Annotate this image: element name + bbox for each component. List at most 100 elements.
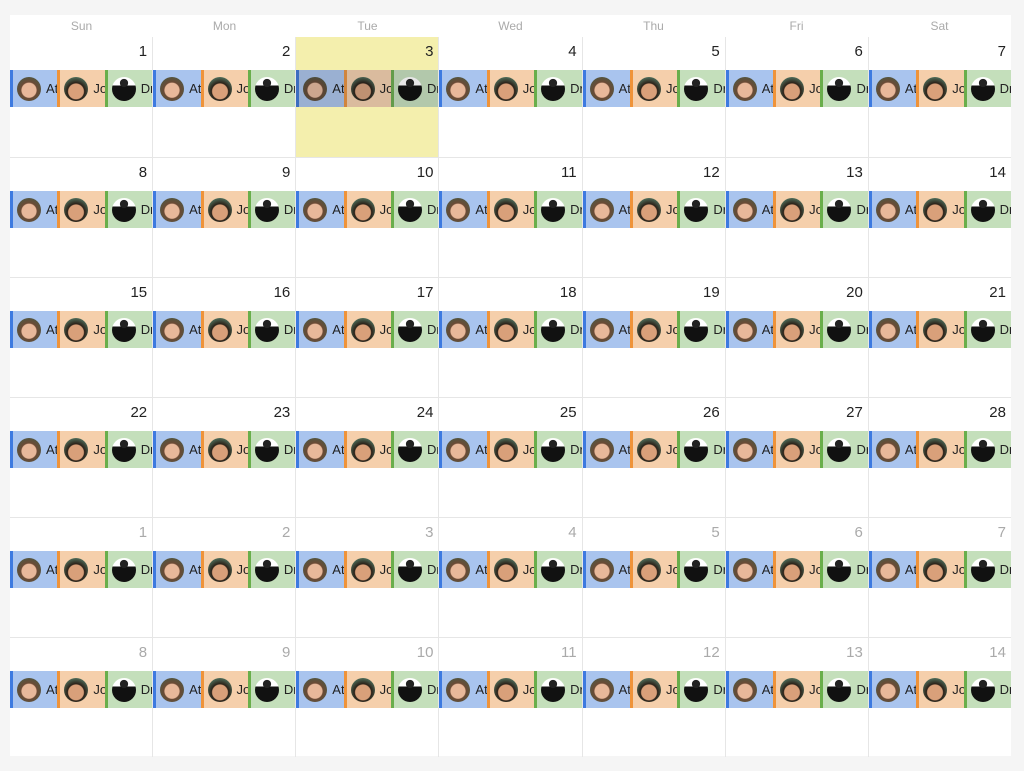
event-chip[interactable]: At	[582, 311, 630, 348]
day-number[interactable]: 13	[846, 644, 863, 661]
event-chip[interactable]: At	[725, 70, 774, 107]
event-chip[interactable]: Jo	[773, 671, 821, 708]
day-cell[interactable]: 1 At Jo Dr	[10, 518, 153, 637]
event-chip[interactable]: At	[296, 191, 344, 228]
event-chip[interactable]: Jo	[343, 70, 392, 107]
event-chip[interactable]: Dr	[104, 671, 153, 708]
event-chip[interactable]: At	[868, 70, 917, 107]
day-cell[interactable]: 7 At Jo Dr	[867, 518, 1011, 637]
event-chip[interactable]: At	[10, 671, 58, 708]
day-cell[interactable]: 16 At Jo Dr	[152, 278, 296, 397]
event-chip[interactable]: Dr	[247, 671, 296, 708]
day-cell[interactable]: 8 At Jo Dr	[10, 638, 153, 757]
event-chip[interactable]: Dr	[391, 70, 439, 107]
event-chip[interactable]: Dr	[820, 671, 868, 708]
event-chip[interactable]: Dr	[247, 70, 296, 107]
day-number[interactable]: 22	[130, 404, 148, 421]
event-chip[interactable]: Dr	[104, 551, 153, 588]
event-chip[interactable]: At	[153, 311, 201, 348]
event-chip[interactable]: Dr	[534, 311, 582, 348]
event-chip[interactable]: Dr	[963, 671, 1011, 708]
day-number[interactable]: 10	[416, 644, 434, 661]
day-number[interactable]: 8	[138, 164, 148, 181]
event-chip[interactable]: Jo	[486, 671, 535, 708]
day-number[interactable]: 8	[138, 644, 148, 661]
event-chip[interactable]: Dr	[104, 191, 153, 228]
event-chip[interactable]: Jo	[486, 191, 535, 228]
event-chip[interactable]: Jo	[916, 191, 964, 228]
event-chip[interactable]: Jo	[773, 70, 821, 107]
event-chip[interactable]: Dr	[534, 431, 582, 468]
day-number[interactable]: 7	[997, 524, 1006, 541]
event-chip[interactable]: At	[725, 671, 774, 708]
day-number[interactable]: 18	[559, 284, 577, 301]
day-cell[interactable]: 1 At Jo Dr	[10, 37, 153, 157]
event-chip[interactable]: Jo	[486, 551, 535, 588]
event-chip[interactable]: At	[439, 191, 487, 228]
event-chip[interactable]: Dr	[677, 671, 725, 708]
event-chip[interactable]: At	[868, 191, 917, 228]
day-cell[interactable]: 13 At Jo Dr	[724, 638, 868, 757]
event-chip[interactable]: Dr	[963, 70, 1011, 107]
day-cell[interactable]: 10 At Jo Dr	[295, 638, 439, 757]
day-cell[interactable]: 14 At Jo Dr	[867, 158, 1011, 277]
event-chip[interactable]: Jo	[486, 70, 535, 107]
event-chip[interactable]: At	[296, 671, 344, 708]
day-cell[interactable]: 26 At Jo Dr	[581, 398, 725, 517]
day-number[interactable]: 1	[138, 524, 148, 541]
event-chip[interactable]: Jo	[773, 431, 821, 468]
event-chip[interactable]: Jo	[57, 671, 105, 708]
event-chip[interactable]: Jo	[629, 311, 678, 348]
day-cell[interactable]: 3 At Jo Dr	[295, 518, 439, 637]
day-cell[interactable]: 7 At Jo Dr	[867, 37, 1011, 157]
day-cell[interactable]: 20 At Jo Dr	[724, 278, 868, 397]
day-cell[interactable]: 28 At Jo Dr	[867, 398, 1011, 517]
day-cell[interactable]: 10 At Jo Dr	[295, 158, 439, 277]
day-cell[interactable]: 11 At Jo Dr	[438, 158, 582, 277]
event-chip[interactable]: Dr	[677, 311, 725, 348]
day-number[interactable]: 27	[846, 404, 863, 421]
event-chip[interactable]: At	[582, 70, 630, 107]
event-chip[interactable]: Jo	[916, 671, 964, 708]
event-chip[interactable]: Dr	[963, 551, 1011, 588]
day-number[interactable]: 6	[854, 524, 863, 541]
event-chip[interactable]: Jo	[916, 311, 964, 348]
event-chip[interactable]: Dr	[677, 70, 725, 107]
event-chip[interactable]: At	[582, 431, 630, 468]
event-chip[interactable]: At	[153, 191, 201, 228]
day-cell[interactable]: 19 At Jo Dr	[581, 278, 725, 397]
event-chip[interactable]: Jo	[629, 551, 678, 588]
event-chip[interactable]: At	[296, 311, 344, 348]
event-chip[interactable]: At	[296, 70, 344, 107]
event-chip[interactable]: At	[439, 70, 487, 107]
event-chip[interactable]: Jo	[773, 191, 821, 228]
day-cell[interactable]: 23 At Jo Dr	[152, 398, 296, 517]
day-cell[interactable]: 15 At Jo Dr	[10, 278, 153, 397]
day-cell[interactable]: 4 At Jo Dr	[438, 37, 582, 157]
event-chip[interactable]: Jo	[629, 70, 678, 107]
day-number[interactable]: 10	[416, 164, 434, 181]
day-number[interactable]: 14	[989, 164, 1006, 181]
event-chip[interactable]: Jo	[57, 70, 105, 107]
event-chip[interactable]: At	[725, 191, 774, 228]
event-chip[interactable]: At	[725, 431, 774, 468]
day-number[interactable]: 2	[281, 43, 291, 60]
event-chip[interactable]: Dr	[963, 311, 1011, 348]
event-chip[interactable]: At	[10, 311, 58, 348]
event-chip[interactable]: Dr	[820, 70, 868, 107]
event-chip[interactable]: Jo	[200, 70, 248, 107]
day-cell[interactable]: 13 At Jo Dr	[724, 158, 868, 277]
event-chip[interactable]: Jo	[486, 431, 535, 468]
day-number[interactable]: 25	[559, 404, 577, 421]
event-chip[interactable]: Dr	[534, 70, 582, 107]
event-chip[interactable]: Jo	[343, 191, 392, 228]
event-chip[interactable]: At	[868, 671, 917, 708]
day-number[interactable]: 19	[703, 284, 720, 301]
event-chip[interactable]: At	[582, 551, 630, 588]
event-chip[interactable]: At	[868, 311, 917, 348]
event-chip[interactable]: At	[439, 671, 487, 708]
day-cell[interactable]: 6 At Jo Dr	[724, 37, 868, 157]
event-chip[interactable]: Dr	[820, 431, 868, 468]
event-chip[interactable]: Jo	[57, 551, 105, 588]
day-number[interactable]: 17	[416, 284, 434, 301]
